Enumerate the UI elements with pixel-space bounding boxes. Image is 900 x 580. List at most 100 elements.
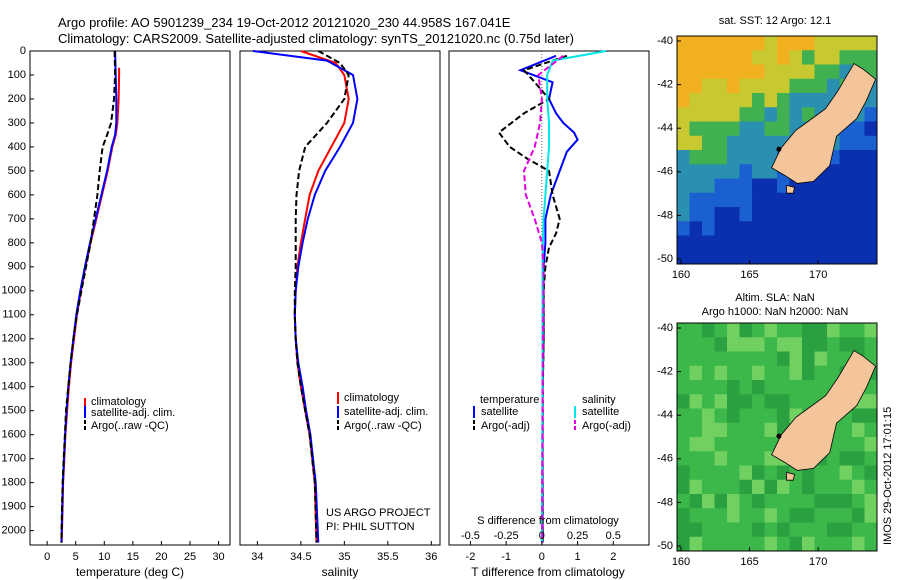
map-cell: [827, 451, 840, 466]
map-cell: [864, 207, 878, 222]
map-cell: [714, 394, 728, 409]
map-cell: [827, 522, 840, 538]
map-cell: [814, 365, 828, 381]
map-cell: [827, 78, 840, 94]
x-tick-label: 35.5: [377, 551, 398, 563]
map-cell: [739, 249, 753, 265]
series-line: [522, 55, 564, 543]
map-cell: [764, 337, 778, 352]
map-cell: [739, 394, 753, 409]
depth-tick-label: 1000: [2, 285, 26, 297]
map-cell: [814, 323, 828, 338]
map-cell: [677, 107, 690, 122]
map-cell: [739, 135, 753, 151]
map-cell: [802, 78, 815, 94]
map-cell: [839, 494, 853, 509]
map-cell: [864, 408, 878, 424]
map-cell: [702, 437, 715, 452]
map-cell: [864, 178, 878, 194]
series-line: [60, 67, 121, 543]
map-cell: [714, 235, 728, 251]
map-cell: [714, 207, 728, 222]
map-cell: [777, 50, 790, 65]
map-cell: [752, 121, 765, 137]
map-cell: [739, 494, 753, 509]
map-frame: [676, 35, 878, 265]
map-cell: [689, 221, 703, 236]
map-frame: [676, 322, 878, 552]
map-cell: [739, 337, 753, 352]
map-cell: [727, 78, 740, 94]
map-cell: [689, 337, 703, 352]
map-cell: [852, 422, 865, 438]
map-cell: [777, 93, 790, 108]
map-cell: [752, 465, 765, 481]
map-x-tick-label: 165: [740, 556, 758, 568]
map-cell: [689, 536, 703, 552]
map-cell: [702, 150, 715, 165]
map-cell: [752, 64, 765, 80]
map-cell: [764, 249, 778, 265]
map-cell: [789, 221, 803, 236]
map-cell: [739, 522, 753, 538]
map-cell: [689, 479, 703, 495]
map-cell: [802, 522, 815, 538]
map-cell: [714, 50, 728, 65]
series-line: [252, 50, 359, 543]
map-cell: [702, 536, 715, 552]
x-tick-label: 1: [575, 551, 581, 563]
map-cell: [827, 249, 840, 265]
map-cell: [727, 36, 740, 51]
map-cell: [702, 394, 715, 409]
map-cell: [852, 178, 865, 194]
map-cell: [714, 365, 728, 381]
legend-s-satellite-label: satellite: [582, 406, 619, 418]
depth-tick-label: 1500: [2, 405, 26, 417]
temperature-panel-frame: [29, 50, 231, 546]
map-cell: [752, 394, 765, 409]
map-cell: [864, 150, 878, 165]
temperature-xlabel: temperature (deg C): [76, 565, 184, 579]
map-cell: [739, 408, 753, 424]
map-cell: [727, 522, 740, 538]
map-cell: [714, 479, 728, 495]
map-cell: [777, 380, 790, 395]
map-cell: [802, 365, 815, 381]
map-cell: [752, 78, 765, 94]
map-cell: [727, 422, 740, 438]
legend-satellite-label: satellite-adj. clim.: [344, 406, 428, 418]
sst-map: -40 -42 -44 -46 -48 -50 160 165 170: [657, 35, 878, 281]
map-cell: [764, 235, 778, 251]
map-cell: [689, 380, 703, 395]
map-cell: [689, 422, 703, 438]
map-cell: [852, 465, 865, 481]
depth-tick-label: 200: [8, 93, 26, 105]
depth-axis: 0 100 200 300 400 500 600 700 800 900 1000 1100 1200…: [2, 45, 34, 537]
map-cell: [727, 451, 740, 466]
map-cell: [714, 437, 728, 452]
map-cell: [714, 536, 728, 552]
map-cell: [689, 437, 703, 452]
map-cell: [864, 121, 878, 137]
map-cell: [777, 408, 790, 424]
map-cell: [814, 178, 828, 194]
s-tick-label: 0.25: [567, 530, 588, 542]
map-cell: [814, 337, 828, 352]
map-cell: [677, 64, 690, 80]
map-cell: [852, 221, 865, 236]
map-cell: [852, 337, 865, 352]
map-cell: [739, 150, 753, 165]
map-cell: [689, 365, 703, 381]
map-cell: [702, 207, 715, 222]
map-cell: [864, 323, 878, 338]
legend-climatology-label: climatology: [344, 392, 400, 404]
map-cell: [852, 437, 865, 452]
map-cell: [814, 221, 828, 236]
map-cell: [864, 536, 878, 552]
map-cell: [752, 408, 765, 424]
map-cell: [852, 479, 865, 495]
map-cell: [764, 192, 778, 208]
x-tick-label: 25: [184, 551, 196, 563]
map-cell: [864, 494, 878, 509]
map-cell: [864, 451, 878, 466]
